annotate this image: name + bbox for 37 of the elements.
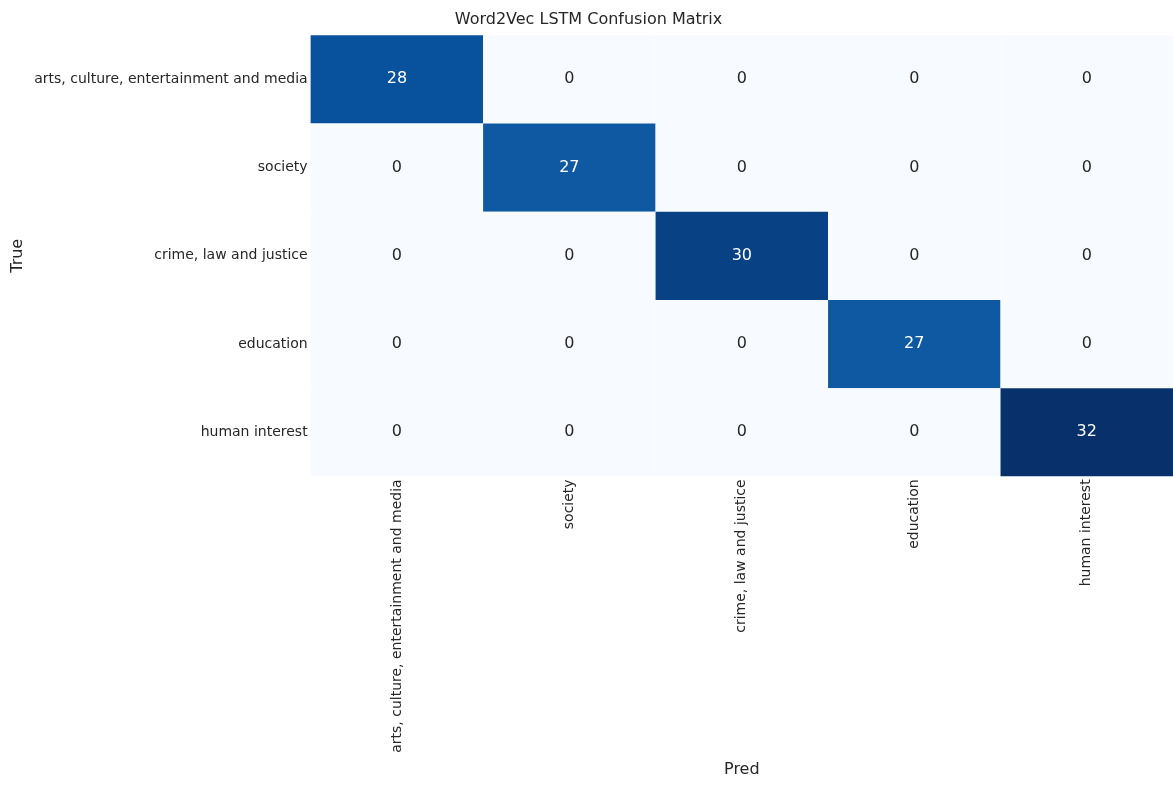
chart-title: Word2Vec LSTM Confusion Matrix <box>454 8 723 28</box>
data-label: 0 <box>564 421 575 441</box>
data-label: 0 <box>1081 333 1092 353</box>
data-label: 0 <box>736 421 747 441</box>
y-tick-label: human interest <box>200 422 309 439</box>
data-label: 0 <box>564 333 575 353</box>
data-label: 0 <box>564 68 575 88</box>
y-tick-label: crime, law and justice <box>154 246 308 263</box>
x-tick-label: society <box>559 479 576 530</box>
y-tick-label: education <box>238 334 308 351</box>
y-tick-label: society <box>257 158 308 175</box>
x-axis-title: Pred <box>724 758 760 778</box>
data-label: 32 <box>1076 421 1097 441</box>
data-label: 0 <box>909 68 920 88</box>
data-label: 28 <box>386 68 408 88</box>
data-label: 0 <box>391 244 402 264</box>
data-label: 27 <box>559 156 580 176</box>
data-label: 0 <box>391 156 402 176</box>
y-axis-title: True <box>6 238 26 274</box>
data-label: 0 <box>1081 244 1092 264</box>
x-tick-label: crime, law and justice <box>732 479 749 633</box>
data-label: 0 <box>736 333 747 353</box>
data-label: 0 <box>1081 156 1092 176</box>
x-tick-label: education <box>904 479 921 549</box>
data-label: 0 <box>736 68 747 88</box>
x-tick-label: human interest <box>1077 478 1094 587</box>
data-label: 0 <box>391 333 402 353</box>
data-label: 27 <box>904 333 925 353</box>
data-label: 0 <box>909 156 920 176</box>
data-label: 0 <box>909 244 920 264</box>
data-label: 0 <box>1081 68 1092 88</box>
data-label: 30 <box>731 244 752 264</box>
y-tick-label: arts, culture, entertainment and media <box>34 69 308 86</box>
data-label: 0 <box>564 244 575 264</box>
data-label: 0 <box>909 421 920 441</box>
data-label: 0 <box>391 421 402 441</box>
data-label: 0 <box>736 156 747 176</box>
